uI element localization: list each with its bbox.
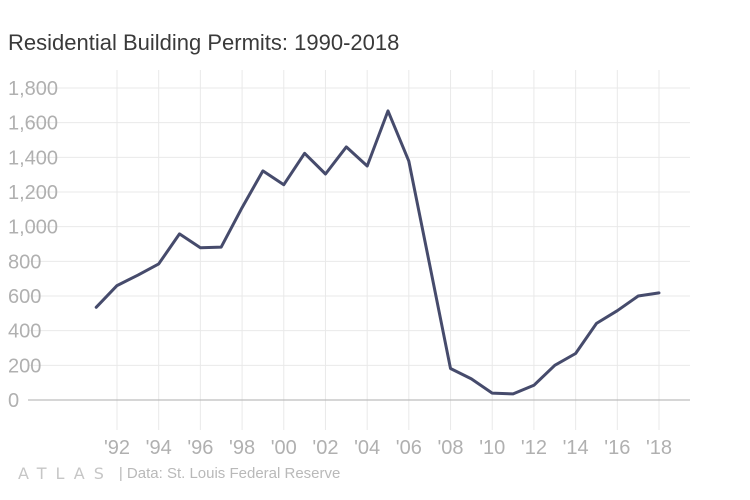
- data-point: [157, 262, 160, 265]
- data-point: [199, 246, 202, 249]
- series-line: [94, 109, 661, 396]
- x-tick-label: '92: [104, 437, 130, 459]
- data-point: [136, 274, 139, 277]
- y-tick-label: 200: [8, 355, 41, 377]
- data-point: [532, 384, 535, 387]
- y-tick-label: 1,400: [8, 147, 58, 169]
- data-point: [261, 169, 264, 172]
- data-point: [491, 392, 494, 395]
- y-tick-label: 400: [8, 321, 41, 343]
- data-point: [470, 377, 473, 380]
- data-point: [95, 306, 98, 309]
- data-point: [324, 173, 327, 176]
- data-point: [595, 322, 598, 325]
- x-tick-label: '16: [604, 437, 630, 459]
- x-tick-label: '94: [146, 437, 172, 459]
- data-point: [116, 284, 119, 287]
- x-tick-label: '06: [396, 437, 422, 459]
- data-source-note: | Data: St. Louis Federal Reserve: [118, 464, 341, 482]
- x-tick-label: '96: [187, 437, 213, 459]
- atlas-logo: ATLAS: [18, 463, 113, 483]
- grid-lines: [28, 70, 690, 430]
- chart-title: Residential Building Permits: 1990-2018: [8, 30, 400, 55]
- data-point: [616, 309, 619, 312]
- y-tick-label: 800: [8, 251, 41, 273]
- data-point: [512, 392, 515, 395]
- x-tick-label: '18: [646, 437, 672, 459]
- data-point: [220, 246, 223, 249]
- data-point: [366, 165, 369, 168]
- data-point: [345, 145, 348, 148]
- x-tick-label: '14: [563, 437, 589, 459]
- y-tick-label: 600: [8, 286, 41, 308]
- x-tick-label: '08: [437, 437, 463, 459]
- data-point: [282, 183, 285, 186]
- data-point: [407, 160, 410, 163]
- data-point: [553, 364, 556, 367]
- data-point: [574, 352, 577, 355]
- x-tick-label: '98: [229, 437, 255, 459]
- data-point: [303, 152, 306, 155]
- data-point: [637, 295, 640, 298]
- y-tick-label: 1,600: [8, 113, 58, 135]
- data-point: [387, 109, 390, 112]
- x-tick-label: '02: [312, 437, 338, 459]
- data-point: [241, 206, 244, 209]
- data-point: [658, 291, 661, 294]
- chart-footer: ATLAS | Data: St. Louis Federal Reserve: [18, 463, 340, 483]
- x-tick-label: '00: [271, 437, 297, 459]
- y-tick-label: 1,800: [8, 78, 58, 100]
- y-tick-label: 0: [8, 390, 19, 412]
- x-tick-label: '10: [479, 437, 505, 459]
- y-tick-label: 1,000: [8, 217, 58, 239]
- y-tick-label: 1,200: [8, 182, 58, 204]
- data-point: [178, 232, 181, 235]
- x-tick-label: '12: [521, 437, 547, 459]
- data-point: [449, 367, 452, 370]
- data-point: [428, 263, 431, 266]
- x-tick-label: '04: [354, 437, 380, 459]
